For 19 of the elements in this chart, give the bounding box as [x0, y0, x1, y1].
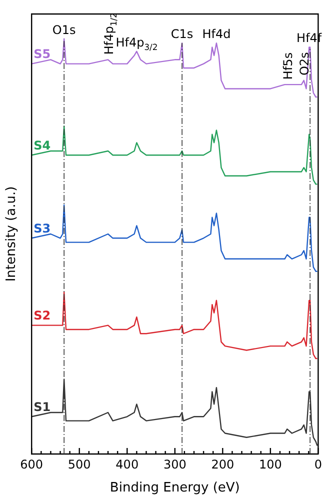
x-tick-label: 100: [258, 457, 282, 472]
x-tick-label: 200: [211, 457, 234, 472]
x-axis-title: Binding Energy (eV): [110, 480, 240, 496]
annotation: C1s: [170, 27, 194, 42]
series-label: S1: [34, 400, 51, 414]
annotation: Hf4d: [202, 27, 231, 42]
x-tick-label: 300: [163, 457, 186, 472]
x-tick-label: 500: [68, 457, 91, 472]
annotation: O1s: [52, 22, 76, 37]
annotation: O2s: [298, 52, 312, 76]
series-label: S3: [34, 221, 51, 236]
annotation: Hf5s: [280, 52, 295, 80]
series-label: S5: [34, 46, 51, 61]
x-tick-label: 400: [116, 457, 139, 472]
series-label: S2: [34, 308, 51, 322]
y-axis-title: Intensity (a.u.): [4, 186, 20, 282]
series-label: S4: [34, 138, 51, 152]
x-tick-label: 600: [20, 457, 44, 472]
x-tick-label: 0: [314, 457, 322, 472]
